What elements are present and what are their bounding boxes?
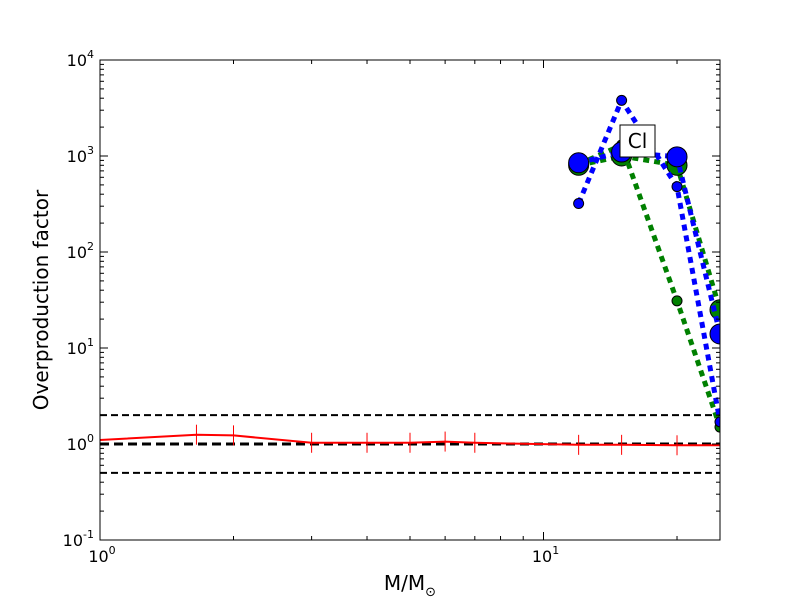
series-2-line [577,141,720,428]
y-axis-label: Overproduction factor [29,189,53,410]
series-4-point-2 [671,181,683,193]
series-0-line [100,433,720,447]
y-tick-label-5: 104 [67,48,94,70]
x-tick-label-1: 101 [532,544,559,566]
series-3-point-2 [666,146,688,168]
series-layer [100,94,720,456]
y-tick-label-3: 102 [67,240,94,262]
y-tick-label-4: 103 [67,144,94,166]
annotation-box [619,124,656,158]
annotation-layer: Cl [619,124,656,158]
series-4 [573,94,720,428]
series-4-point-0 [573,198,585,210]
x-axis-label: M/M⊙ [384,571,436,600]
y-tick-label-2: 101 [67,336,94,358]
series-3-point-3 [709,323,720,345]
series-3-line [577,149,720,335]
series-4-point-3 [714,416,720,428]
series-2 [573,139,720,433]
series-2-point-2 [671,295,683,307]
x-tick-label-0: 100 [88,544,115,566]
series-3-point-0 [568,152,590,174]
series-4-point-1 [616,94,628,106]
y-tick-label-1: 100 [67,432,94,454]
series-0 [100,424,720,456]
y-tick-label-0: 10-1 [63,528,94,550]
x-axis-label-main: M/M [384,571,425,595]
series-1-line [578,153,720,311]
series-4-line [576,94,720,423]
x-axis-label-subscript: ⊙ [425,585,436,600]
annotation-label: Cl [628,129,648,153]
